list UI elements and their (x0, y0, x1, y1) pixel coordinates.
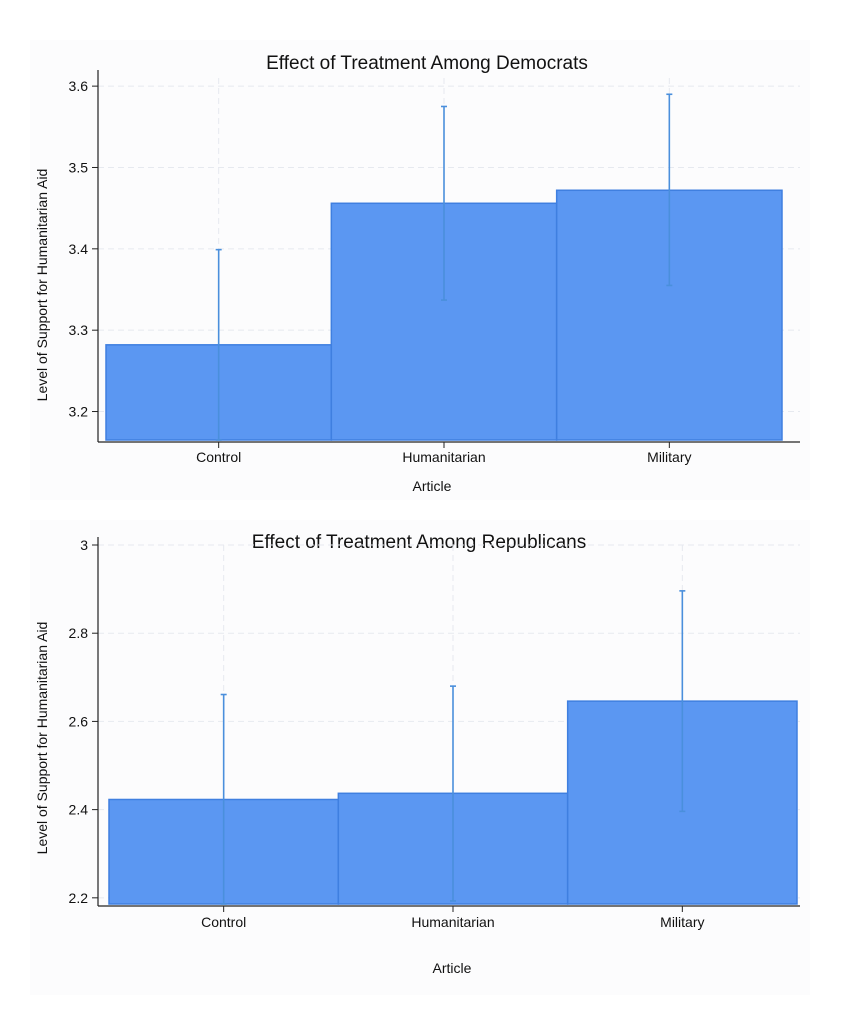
x-tick-label: Control (196, 449, 241, 465)
y-tick-label: 3 (80, 537, 88, 553)
y-tick-label: 2.6 (69, 713, 89, 729)
democrats-chart: Effect of Treatment Among Democrats Arti… (34, 53, 800, 494)
x-tick-label: Military (660, 914, 704, 930)
x-tick-label: Humanitarian (402, 449, 485, 465)
y-axis-label: Level of Support for Humanitarian Aid (34, 622, 50, 855)
x-axis-label: Article (413, 478, 452, 494)
y-tick-label: 3.6 (69, 78, 89, 94)
y-tick-label: 2.8 (69, 625, 89, 641)
x-tick-label: Humanitarian (411, 914, 494, 930)
republicans-chart-panel: Effect of Treatment Among Republicans Ar… (30, 520, 810, 995)
x-tick-label: Military (647, 449, 691, 465)
plot-area: 2.2 2.4 2.6 2.8 3 Control Humanitarian Military (69, 537, 800, 930)
plot-area: 3.2 3.3 3.4 3.5 3.6 Control Humanitarian Milita… (69, 70, 800, 465)
y-tick-label: 3.3 (69, 322, 89, 338)
y-tick-label: 2.2 (69, 890, 89, 906)
republicans-chart: Effect of Treatment Among Republicans Ar… (34, 532, 800, 976)
y-tick-label: 2.4 (69, 802, 89, 818)
chart-title: Effect of Treatment Among Democrats (266, 53, 588, 74)
x-tick-label: Control (201, 914, 246, 930)
y-axis-label: Level of Support for Humanitarian Aid (34, 169, 50, 402)
democrats-chart-panel: Effect of Treatment Among Democrats Arti… (30, 40, 810, 500)
x-axis-label: Article (433, 960, 472, 976)
y-tick-label: 3.2 (69, 404, 89, 420)
y-tick-label: 3.5 (69, 159, 89, 175)
chart-title: Effect of Treatment Among Republicans (252, 532, 586, 553)
y-tick-label: 3.4 (69, 241, 89, 257)
